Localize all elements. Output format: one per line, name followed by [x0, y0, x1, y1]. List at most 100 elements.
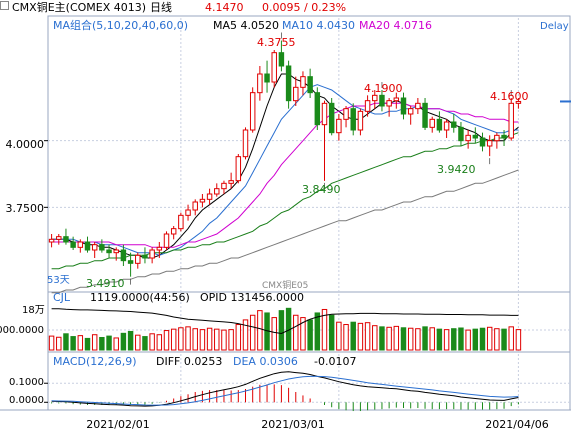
- candle: [400, 92, 407, 120]
- price-change: 0.0095 / 0.23%: [262, 1, 347, 14]
- annotation-high-1: 4.3755: [257, 36, 296, 49]
- ma10-legend: MA10 4.0430: [282, 19, 355, 32]
- candle: [429, 116, 435, 133]
- candle-body: [142, 254, 148, 259]
- candle: [451, 114, 457, 133]
- candle-body: [465, 134, 471, 142]
- candle-body: [199, 198, 206, 203]
- volume-bar: [372, 325, 378, 351]
- volume-bar: [379, 326, 385, 351]
- candle-body: [429, 118, 435, 128]
- volume-bar: [386, 326, 392, 351]
- candle: [285, 60, 292, 109]
- candle-body: [508, 102, 514, 139]
- volume-bar: [142, 336, 148, 351]
- candle: [170, 226, 177, 240]
- candle: [264, 60, 270, 93]
- candle: [350, 103, 356, 136]
- candle: [70, 236, 76, 250]
- annotation-high-3: 4.1600: [490, 90, 529, 103]
- macd-dea-line: [51, 375, 519, 406]
- volume-bar: [91, 334, 98, 351]
- open-interest-polyline: [51, 308, 519, 335]
- candle-body: [63, 236, 69, 243]
- ma5-legend: MA5 4.0520: [213, 19, 279, 32]
- candle-body: [285, 65, 292, 102]
- volume-bar: [135, 334, 141, 351]
- candle-body: [48, 238, 55, 243]
- macd-dea: DEA 0.0306: [233, 355, 298, 368]
- candle-body: [156, 246, 163, 251]
- candle-body: [357, 110, 364, 131]
- candle: [494, 132, 500, 149]
- volume-bar: [300, 317, 306, 351]
- volume-bar: [56, 336, 62, 351]
- volume-bar: [407, 327, 414, 351]
- volume-bar: [271, 317, 277, 351]
- candle: [120, 244, 127, 266]
- candle: [63, 228, 69, 245]
- candlestick-series: [48, 32, 571, 285]
- volume-bar: [443, 329, 450, 351]
- volume-bar: [206, 327, 213, 351]
- candle: [436, 111, 443, 133]
- candle: [407, 106, 414, 125]
- candle-body: [235, 156, 242, 182]
- volume-bar: [70, 336, 76, 351]
- volume-bar: [415, 328, 421, 351]
- candle: [56, 234, 62, 245]
- candle-body: [458, 126, 464, 142]
- window-icon[interactable]: [0, 1, 9, 10]
- panel-frame-0: [47, 15, 571, 293]
- candle-body: [257, 73, 263, 94]
- annotation-low-1: 3.8490: [302, 183, 341, 196]
- candle: [508, 98, 514, 141]
- volume-bar: [214, 328, 220, 351]
- candle-body: [185, 209, 191, 216]
- volume-bar: [314, 312, 321, 351]
- open-interest-value: OPID 131456.0000: [200, 291, 304, 304]
- candle-body: [149, 249, 155, 259]
- macd-label[interactable]: MACD(12,26,9): [53, 355, 137, 368]
- volume-bar: [106, 335, 112, 351]
- volume-bar: [393, 325, 400, 351]
- candle-body: [113, 249, 119, 254]
- candle: [415, 98, 421, 114]
- candle-body: [328, 102, 335, 134]
- volume-bar: [170, 328, 177, 351]
- candle: [357, 108, 364, 136]
- volume-bar: [163, 330, 170, 351]
- period-label[interactable]: 日线: [150, 1, 172, 14]
- panel-frames: [0, 15, 571, 411]
- candle-body: [479, 137, 486, 147]
- ma-legend-label[interactable]: MA组合(5,10,20,40,60,0): [53, 18, 188, 32]
- volume-label[interactable]: CJL: [53, 291, 71, 304]
- candle: [228, 172, 234, 189]
- candle-body: [472, 134, 479, 139]
- volume-bar: [77, 335, 84, 351]
- candle-body: [350, 108, 356, 131]
- candle-body: [206, 193, 213, 200]
- price-tick-375: 3.7500: [6, 202, 45, 215]
- volume-bar: [228, 329, 234, 351]
- header-bar: CMX铜E主(COMEX 4013) 日线 4.1470 0.0095 / 0.…: [0, 0, 571, 16]
- candle-body: [486, 140, 493, 147]
- macd-lines: [51, 371, 519, 407]
- candle: [501, 130, 507, 146]
- candle: [479, 132, 486, 152]
- candle: [278, 40, 285, 72]
- candle-body: [307, 76, 313, 94]
- volume-bar: [192, 328, 198, 351]
- candle-body: [127, 260, 134, 264]
- candle: [106, 244, 112, 258]
- candle: [307, 68, 313, 98]
- candle-body: [501, 134, 507, 139]
- candle-body: [84, 241, 91, 251]
- candle: [422, 98, 428, 130]
- ma-line-ma5: [51, 73, 519, 259]
- volume-bar: [400, 327, 407, 351]
- last-price: 4.1470: [205, 1, 244, 14]
- candle-body: [170, 228, 177, 235]
